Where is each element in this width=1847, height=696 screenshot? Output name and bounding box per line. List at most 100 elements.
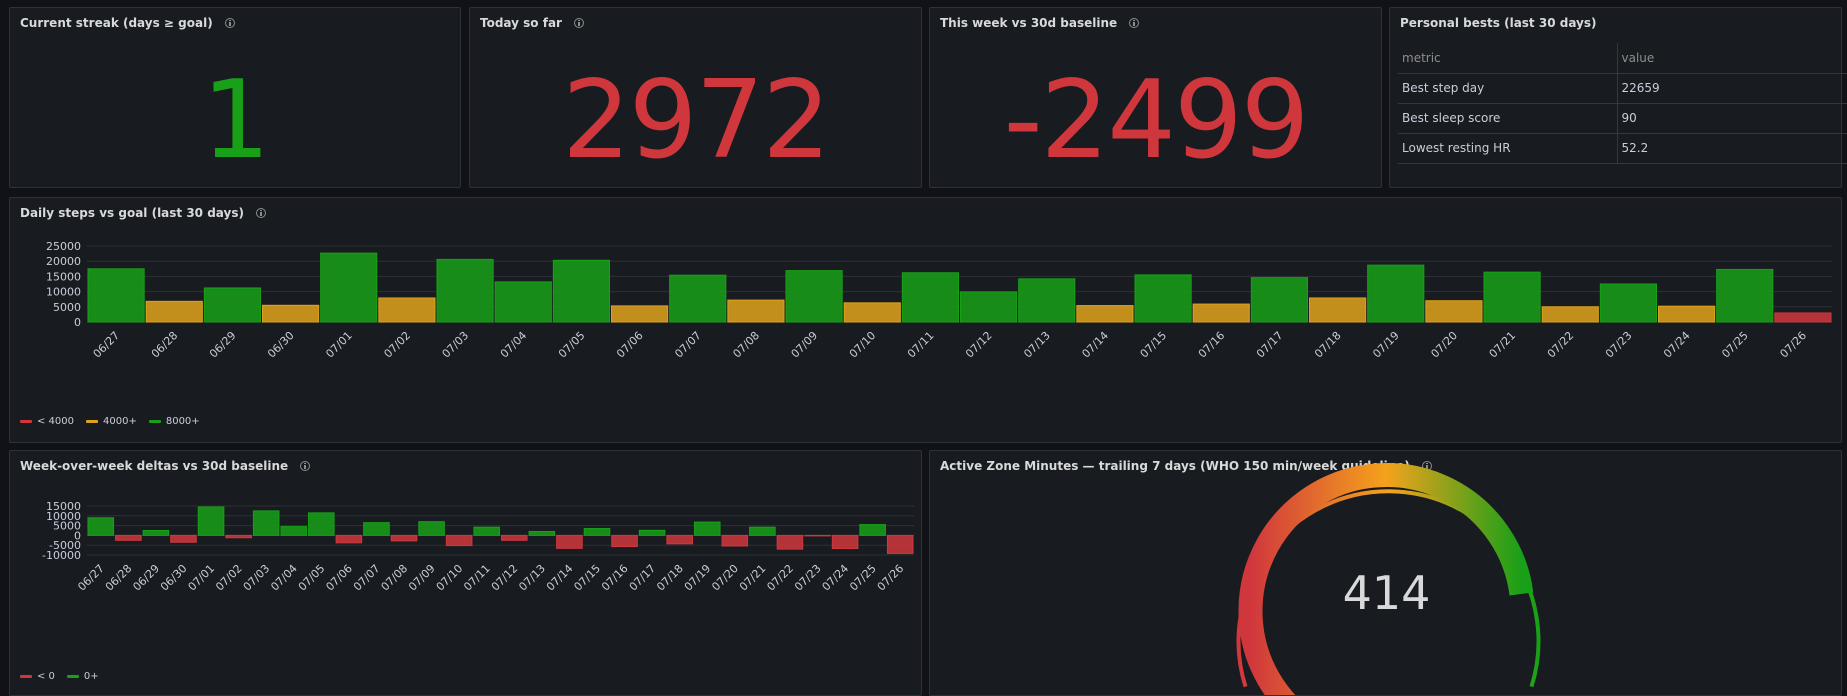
bar[interactable] [1134, 274, 1192, 323]
bar[interactable] [556, 534, 583, 549]
bar[interactable] [363, 522, 390, 536]
bar[interactable] [1774, 312, 1832, 323]
x-tick-label: 07/06 [323, 562, 355, 594]
x-tick-label: 07/23 [792, 562, 824, 594]
x-tick-label: 07/26 [1777, 329, 1809, 361]
bar[interactable] [445, 534, 473, 547]
bar[interactable] [749, 526, 776, 536]
bar[interactable] [669, 274, 727, 323]
y-tick-label: 10000 [46, 510, 81, 523]
x-tick-label: 07/18 [1312, 329, 1344, 361]
x-tick-label: 06/27 [91, 329, 123, 361]
bar[interactable] [252, 510, 280, 536]
bar[interactable] [145, 300, 203, 323]
info-icon[interactable] [1129, 18, 1140, 28]
bar[interactable] [320, 252, 378, 323]
x-tick-label: 06/28 [149, 329, 181, 361]
x-tick-label: 07/17 [1254, 329, 1286, 361]
info-icon[interactable] [573, 18, 584, 28]
bar[interactable] [280, 526, 308, 536]
x-tick-label: 07/11 [461, 562, 493, 594]
bar[interactable] [859, 524, 886, 536]
bar[interactable] [552, 259, 610, 323]
bar[interactable] [308, 512, 335, 536]
today-value: 2972 [562, 58, 831, 183]
bar[interactable] [142, 530, 170, 536]
bar[interactable] [262, 304, 320, 323]
bar[interactable] [727, 299, 785, 323]
info-icon[interactable] [224, 18, 235, 28]
legend-swatch [20, 420, 32, 423]
bar[interactable] [1192, 303, 1250, 323]
x-tick-label: 07/13 [516, 562, 548, 594]
bar[interactable] [1076, 305, 1134, 323]
legend-swatch [148, 420, 161, 423]
bar[interactable] [638, 529, 666, 536]
bar[interactable] [1716, 268, 1774, 323]
x-tick-label: 07/16 [1196, 329, 1228, 361]
bar[interactable] [886, 534, 914, 554]
bar[interactable] [843, 302, 901, 323]
deltas-legend: < 0 0+ [20, 671, 99, 682]
bar[interactable] [1658, 305, 1716, 323]
bar[interactable] [831, 534, 859, 550]
y-tick-label: 5000 [53, 301, 81, 314]
x-tick-label: 07/26 [875, 562, 907, 594]
bar[interactable] [776, 534, 804, 550]
bar[interactable] [1599, 283, 1658, 323]
bar[interactable] [901, 272, 959, 323]
info-icon[interactable] [255, 208, 266, 218]
bar[interactable] [1018, 278, 1076, 323]
bar[interactable] [1483, 271, 1541, 323]
bar[interactable] [203, 287, 261, 323]
week-value: -2499 [1003, 58, 1310, 183]
bar[interactable] [721, 534, 749, 547]
bar[interactable] [804, 534, 831, 537]
panel-title: Current streak (days ≥ goal) [20, 16, 235, 30]
bar[interactable] [115, 534, 142, 541]
bar[interactable] [611, 305, 669, 323]
bar[interactable] [785, 270, 843, 323]
legend-item[interactable]: < 4000 [20, 416, 74, 427]
info-icon[interactable] [300, 461, 311, 471]
bar[interactable] [528, 530, 556, 536]
bar[interactable] [335, 534, 363, 544]
legend-item[interactable]: 0+ [66, 671, 99, 682]
bar[interactable] [87, 268, 145, 323]
bar[interactable] [170, 534, 197, 543]
bar[interactable] [418, 521, 445, 536]
bar[interactable] [494, 281, 552, 323]
bar[interactable] [583, 528, 611, 536]
bar[interactable] [225, 534, 252, 539]
bar[interactable] [666, 534, 693, 545]
bar[interactable] [1309, 297, 1367, 323]
legend-swatch [66, 675, 79, 678]
bar[interactable] [1250, 277, 1309, 323]
bar[interactable] [436, 258, 494, 323]
bar[interactable] [1541, 306, 1599, 323]
bar[interactable] [197, 506, 225, 536]
legend-item[interactable]: 4000+ [86, 416, 137, 427]
bar[interactable] [1367, 264, 1425, 323]
column-header-value[interactable]: value [1617, 43, 1847, 74]
column-header-metric[interactable]: metric [1398, 43, 1618, 74]
legend-item[interactable]: 8000+ [148, 416, 200, 427]
bar[interactable] [390, 534, 418, 542]
legend-item[interactable]: < 0 [20, 671, 55, 682]
x-tick-label: 07/19 [682, 562, 714, 594]
x-tick-label: 07/06 [614, 329, 646, 361]
bar[interactable] [378, 297, 436, 323]
bar[interactable] [1425, 300, 1483, 323]
bar[interactable] [501, 534, 528, 541]
bar[interactable] [611, 534, 638, 548]
bar[interactable] [473, 526, 500, 536]
deltas-title: Week-over-week deltas vs 30d baseline [20, 459, 289, 473]
panel-title: Week-over-week deltas vs 30d baseline [20, 459, 311, 473]
x-tick-label: 07/07 [351, 562, 383, 594]
bar[interactable] [960, 291, 1018, 323]
bar[interactable] [87, 517, 115, 536]
bar[interactable] [693, 521, 721, 536]
steps-chart[interactable]: 0 5000 10000 15000 20000 25000 06/27 06/28 06/29… [10, 228, 1841, 428]
x-tick-label: 07/15 [571, 562, 603, 594]
